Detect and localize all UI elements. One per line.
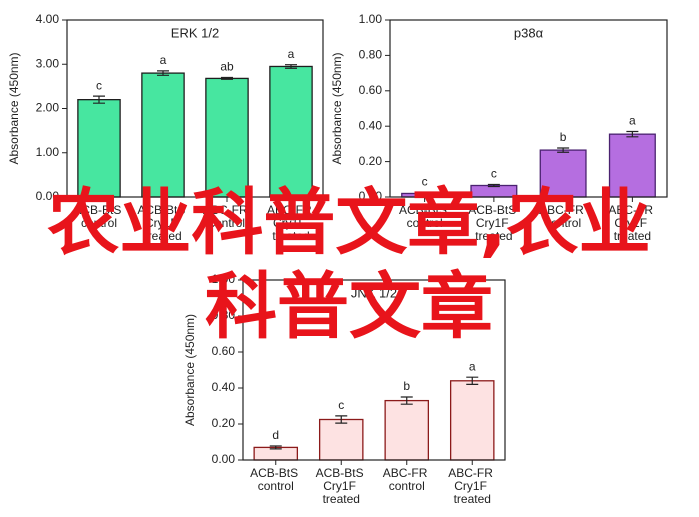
y-tick-label: 0.00 xyxy=(212,452,236,466)
y-tick-label: 1.00 xyxy=(36,145,60,159)
x-tick-label: ACB-BtS Cry1F treated xyxy=(137,203,188,243)
y-tick-label: 3.00 xyxy=(36,56,60,70)
significance-letter: a xyxy=(160,53,167,67)
bar xyxy=(449,380,495,461)
y-tick-label: 0.00 xyxy=(359,189,383,203)
y-tick-label: 0.80 xyxy=(359,48,383,62)
significance-letter: c xyxy=(491,167,497,181)
error-bar xyxy=(221,76,233,80)
significance-letter: b xyxy=(403,379,410,393)
x-tick-label: ACB-BtS Cry1F treated xyxy=(316,466,367,506)
y-tick-label: 0.60 xyxy=(212,344,236,358)
error-bar xyxy=(626,130,639,138)
error-bar xyxy=(157,70,169,76)
error-bar xyxy=(418,191,431,195)
x-tick-label: ABC-FR Cry1F treated xyxy=(608,203,656,243)
y-tick-label: 0.20 xyxy=(359,154,383,168)
significance-letter: a xyxy=(469,359,476,373)
significance-letter: c xyxy=(422,175,428,189)
significance-letter: a xyxy=(629,114,636,128)
y-tick-label: 0.60 xyxy=(359,83,383,97)
y-tick-label: 4.00 xyxy=(36,12,60,26)
y-tick-label: 0.40 xyxy=(212,380,236,394)
significance-letter: c xyxy=(96,78,102,92)
y-axis-label: Absorbance (450nm) xyxy=(330,52,344,164)
bar xyxy=(318,418,364,461)
error-bar xyxy=(557,147,570,153)
x-tick-label: ABC-FR Cry1F treated xyxy=(448,466,496,506)
bar xyxy=(269,65,313,198)
x-tick-label: ACB-BtS control xyxy=(73,203,124,230)
chart-title: ERK 1/2 xyxy=(171,25,219,40)
watermark-text: 科普文章 xyxy=(205,265,493,349)
x-tick-label: ACB-BtS Cry1F treated xyxy=(468,203,519,243)
y-axis-label: Absorbance (450nm) xyxy=(183,314,197,426)
bar xyxy=(539,149,587,198)
error-bar xyxy=(400,396,413,405)
chart-title: p38α xyxy=(514,25,544,40)
chart-title: JNK 1/2 xyxy=(351,285,397,300)
x-tick-label: ABC-FR Cry1F treated xyxy=(267,203,315,243)
bar xyxy=(384,399,430,461)
y-tick-label: 0.80 xyxy=(212,308,236,322)
error-bar xyxy=(269,445,282,450)
error-bar xyxy=(335,415,348,424)
y-tick-label: 1.00 xyxy=(359,12,383,26)
x-tick-label: ACB-BtS control xyxy=(250,466,301,493)
x-tick-label: ABC-FR control xyxy=(539,203,587,230)
significance-letter: a xyxy=(288,47,295,61)
y-tick-label: 2.00 xyxy=(36,101,60,115)
y-tick-label: 1.00 xyxy=(212,272,236,286)
plot-frame xyxy=(389,19,668,198)
watermark-text: 农业科普文章,农业 xyxy=(47,181,650,265)
plot-frame xyxy=(66,19,324,198)
bar xyxy=(205,77,249,198)
significance-letter: d xyxy=(272,428,279,442)
y-tick-label: 0.00 xyxy=(36,189,60,203)
plot-frame xyxy=(242,279,506,461)
error-bar xyxy=(285,64,297,69)
error-bar xyxy=(93,95,105,104)
error-bar xyxy=(466,376,479,385)
bar xyxy=(608,133,656,198)
bar xyxy=(141,72,185,198)
y-tick-label: 0.20 xyxy=(212,416,236,430)
significance-letter: c xyxy=(338,398,344,412)
x-tick-label: ABC-FR control xyxy=(203,203,251,230)
x-tick-label: ABC-FR control xyxy=(383,466,431,493)
y-tick-label: 0.40 xyxy=(359,118,383,132)
x-tick-label: ACB-BtS control xyxy=(399,203,450,230)
y-axis-label: Absorbance (450nm) xyxy=(7,52,21,164)
significance-letter: b xyxy=(560,130,567,144)
significance-letter: ab xyxy=(220,60,234,74)
error-bar xyxy=(487,183,500,188)
